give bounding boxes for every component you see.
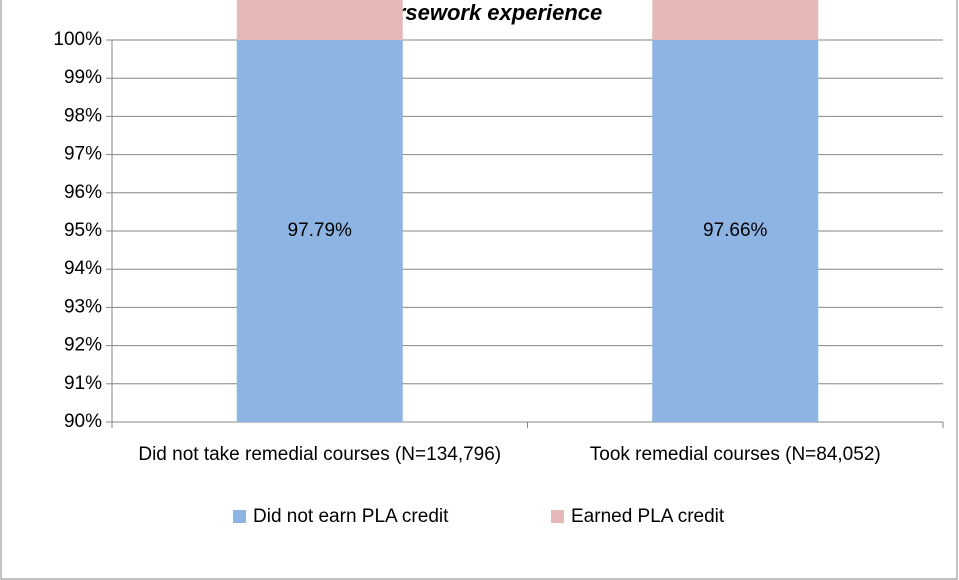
y-tick-label: 93% [64,296,102,317]
y-tick-label: 90% [64,411,102,432]
bar-segment [652,0,819,40]
legend-label: Did not earn PLA credit [253,506,449,527]
bar-segment [236,0,403,40]
legend-label: Earned PLA credit [571,506,725,527]
y-tick-label: 96% [64,182,102,203]
y-tick-label: 99% [64,67,102,88]
y-tick-label: 100% [53,29,102,50]
y-tick-label: 92% [64,335,102,356]
x-tick-label: Took remedial courses (N=84,052) [589,444,881,465]
bar-segment [652,40,819,422]
x-tick-label: Did not take remedial courses (N=134,796… [138,444,502,465]
y-tick-label: 95% [64,220,102,241]
legend-swatch [233,510,246,523]
bar-segment [236,40,403,422]
value-label: 97.79% [288,220,353,241]
y-tick-label: 94% [64,258,102,279]
legend-swatch [551,510,564,523]
value-label: 97.66% [703,220,768,241]
y-tick-label: 91% [64,373,102,394]
y-tick-label: 97% [64,144,102,165]
y-tick-label: 98% [64,105,102,126]
